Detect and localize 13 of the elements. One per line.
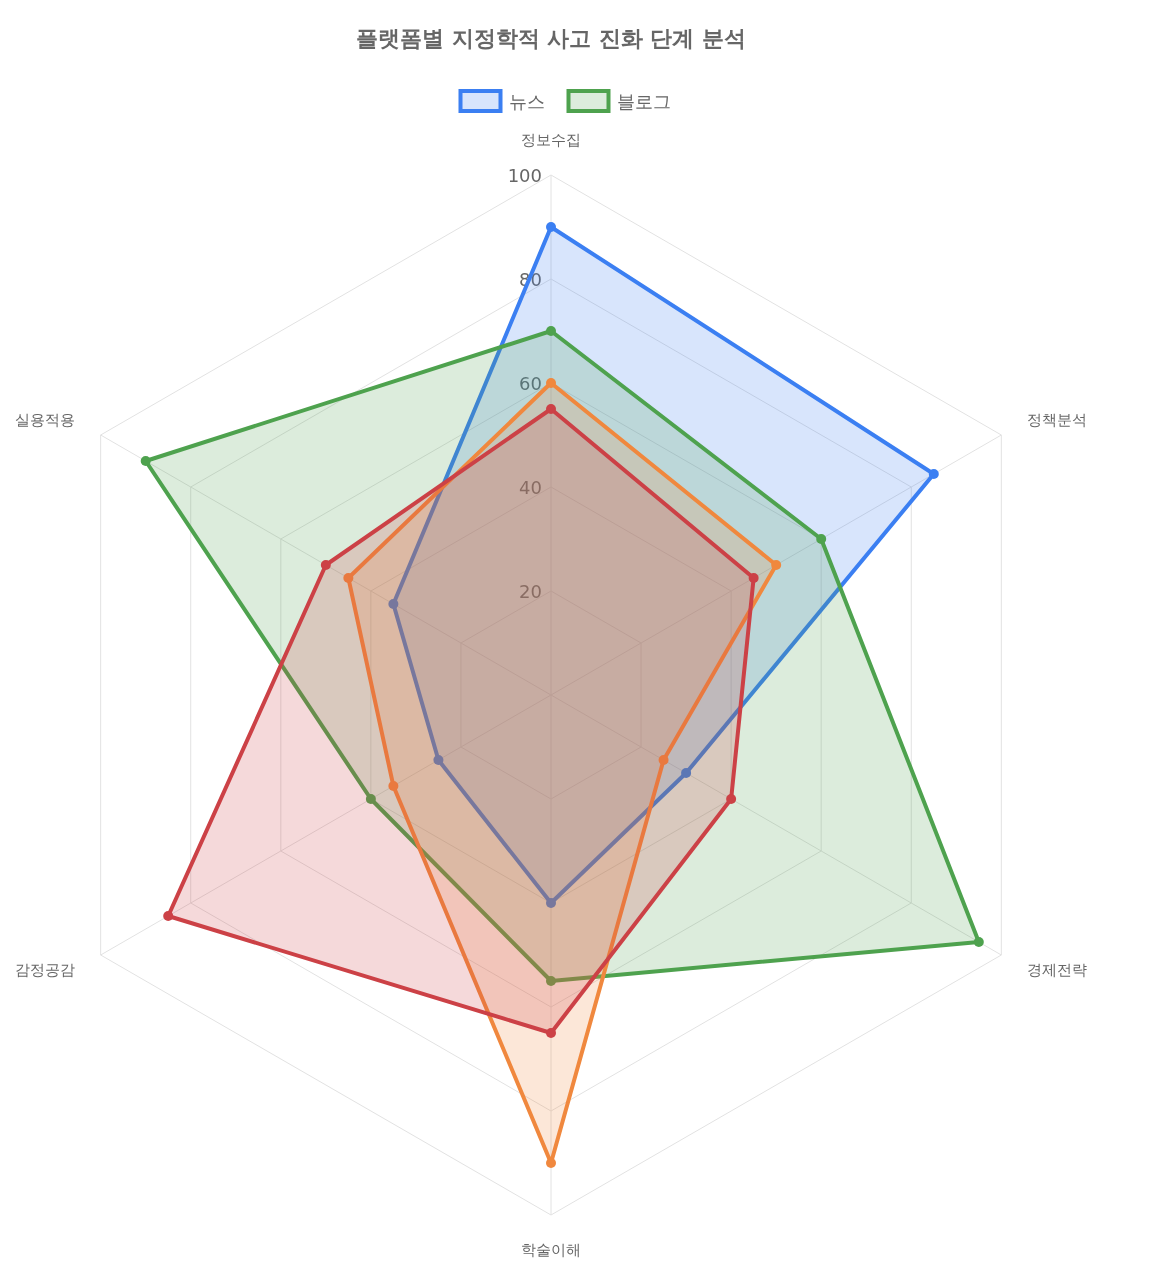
legend-label: 블로그	[616, 91, 671, 112]
y-tick-label: 60	[519, 373, 542, 394]
spoke-label: 경제전략	[1027, 961, 1088, 979]
y-tick-label: 40	[519, 477, 542, 498]
spoke-label: 감정공감	[14, 961, 75, 979]
chart-title: 플랫폼별 지정학적 사고 진화 단계 분석	[355, 26, 747, 51]
y-tick-label: 20	[519, 581, 542, 602]
legend-label: 뉴스	[508, 91, 545, 112]
spoke-label: 정보수집	[521, 131, 581, 149]
spoke-label: 실용적용	[14, 411, 75, 429]
spoke-label: 정책분석	[1027, 411, 1088, 429]
spoke-label: 학술이해	[521, 1241, 581, 1259]
y-tick-label: 100	[507, 165, 542, 186]
